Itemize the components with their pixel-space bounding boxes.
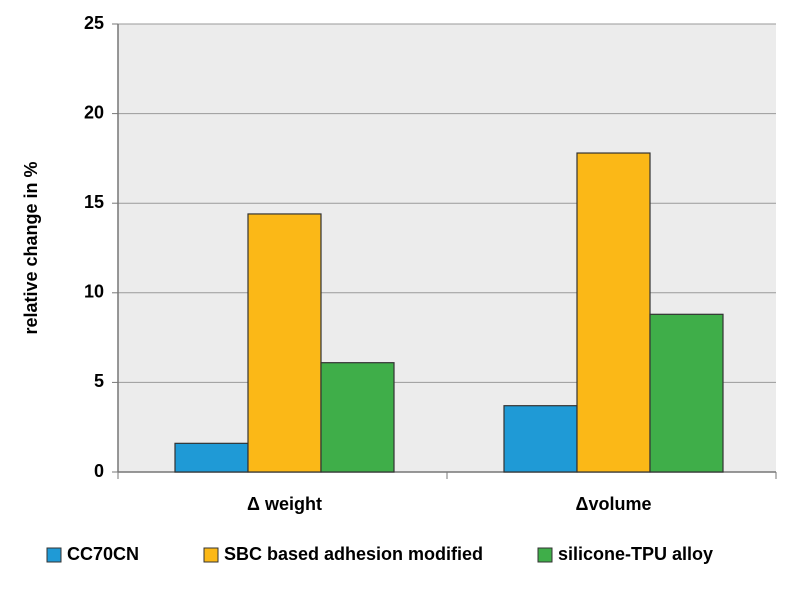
- bar: [576, 152, 651, 473]
- legend-label: SBC based adhesion modified: [224, 544, 483, 564]
- y-tick-label: 20: [84, 102, 104, 122]
- y-tick-label: 0: [94, 461, 104, 481]
- y-tick-label: 25: [84, 13, 104, 33]
- bar: [174, 442, 249, 473]
- legend-label: silicone-TPU alloy: [558, 544, 713, 564]
- bar: [649, 313, 724, 473]
- legend-swatch: [46, 547, 62, 563]
- y-tick-label: 10: [84, 282, 104, 302]
- x-tick-label: Δ weight: [247, 494, 322, 514]
- legend-swatch: [203, 547, 219, 563]
- bar: [247, 213, 322, 473]
- bar: [503, 405, 578, 473]
- bar: [320, 362, 395, 473]
- y-tick-label: 5: [94, 371, 104, 391]
- legend-swatch: [537, 547, 553, 563]
- legend-label: CC70CN: [67, 544, 139, 564]
- x-tick-label: Δvolume: [576, 494, 652, 514]
- y-tick-label: 15: [84, 192, 104, 212]
- y-axis-label: relative change in %: [21, 161, 41, 334]
